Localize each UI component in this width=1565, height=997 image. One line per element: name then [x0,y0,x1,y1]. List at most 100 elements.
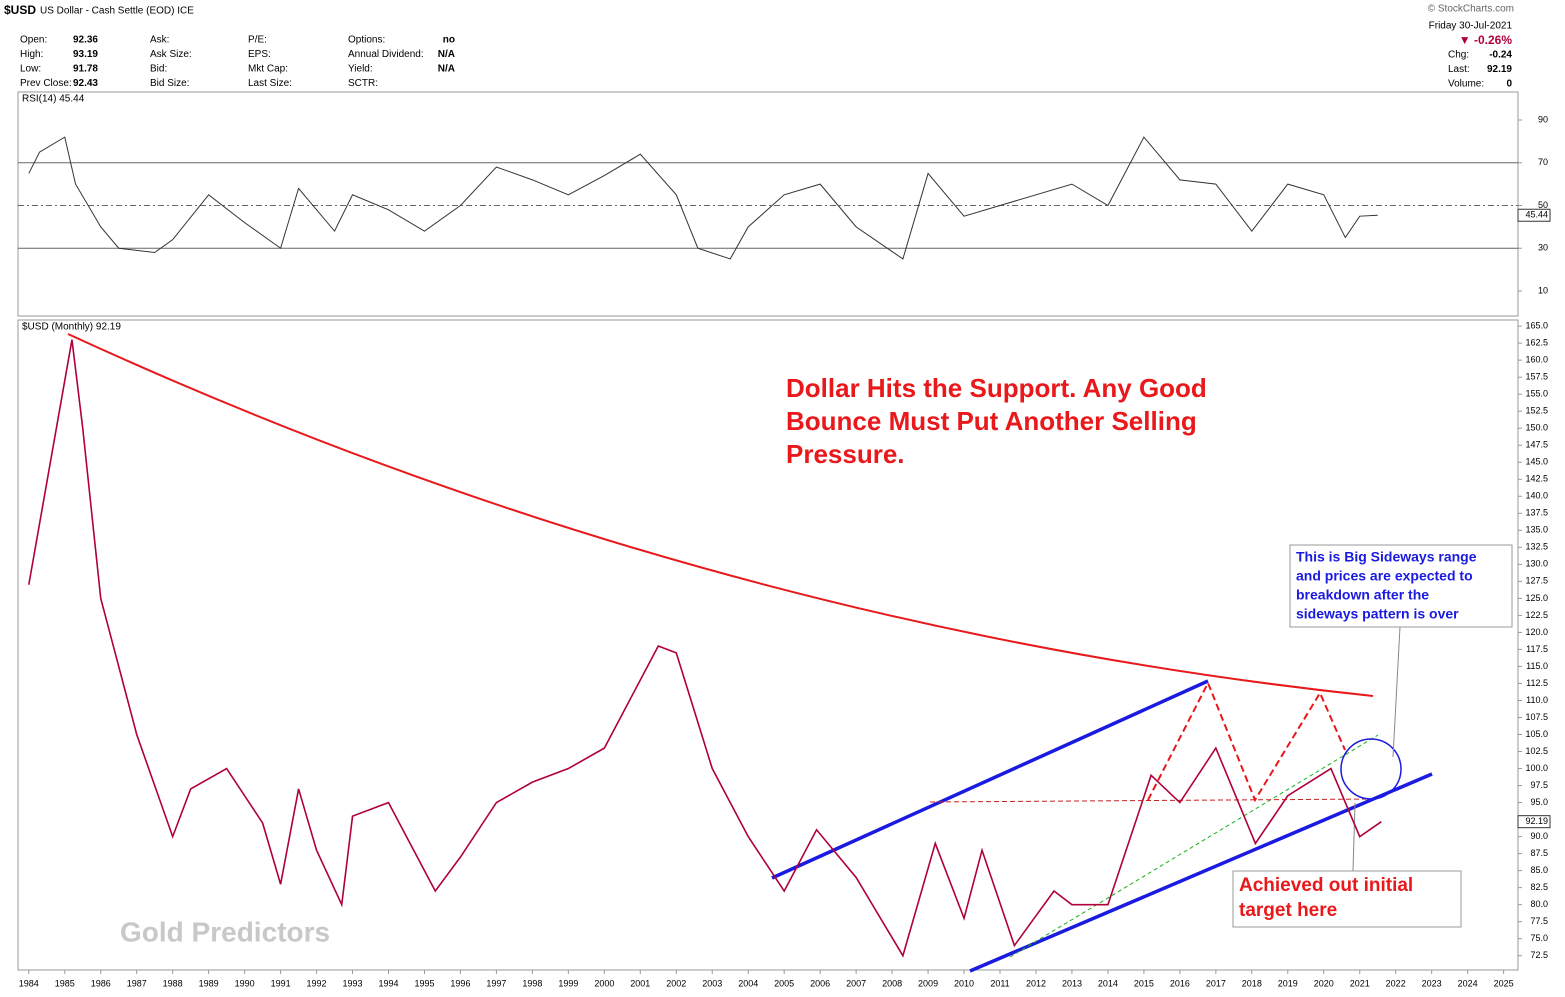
stat: N/A [438,49,455,60]
x-tick-label: 2003 [702,978,722,988]
stat: N/A [438,64,455,75]
stat: P/E: [248,35,267,46]
x-tick-label: 2025 [1494,978,1514,988]
pattern-zigzag [1147,680,1346,803]
y-tick-label: 160.0 [1525,355,1548,365]
x-tick-label: 2019 [1278,978,1298,988]
stat: Mkt Cap: [248,64,288,75]
y-tick-label: 165.0 [1525,321,1548,331]
y-tick-label: 135.0 [1525,525,1548,535]
x-tick-label: 1996 [450,978,470,988]
x-tick-label: 2008 [882,978,902,988]
x-tick-label: 1995 [414,978,434,988]
x-tick-label: 2002 [666,978,686,988]
x-tick-label: 2018 [1242,978,1262,988]
x-tick-label: 2012 [1026,978,1046,988]
y-tick-label: 150.0 [1525,423,1548,433]
x-tick-label: 2014 [1098,978,1118,988]
stat: Volume: [1448,79,1484,90]
stat: 0 [1506,79,1512,90]
y-tick-label: 95.0 [1530,797,1548,807]
headline: Bounce Must Put Another Selling [786,406,1197,436]
stat: Bid Size: [150,78,189,89]
callout-line [1392,626,1401,758]
y-tick-label: 85.0 [1530,865,1548,875]
y-tick-label: 157.5 [1525,372,1548,382]
stat: 92.36 [73,35,98,46]
line [28,136,1378,260]
y-tick-label: 120.0 [1525,627,1548,637]
last-value-label: 92.19 [1525,816,1548,826]
x-tick-label: 1988 [163,978,183,988]
y-tick-label: 80.0 [1530,899,1548,909]
stat: Yield: [348,64,373,75]
x-tick-label: 2021 [1350,978,1370,988]
y-tick-label: 30 [1538,243,1548,253]
x-tick-label: 1999 [558,978,578,988]
price-panel [17,319,1519,971]
stat: 93.19 [73,49,98,60]
x-tick-label: 2023 [1422,978,1442,988]
stat: Prev Close: [20,78,72,89]
x-tick-label: 1994 [378,978,398,988]
y-tick-label: 125.0 [1525,593,1548,603]
y-tick-label: 145.0 [1525,457,1548,467]
y-tick-label: 137.5 [1525,508,1548,518]
x-tick-label: 1998 [522,978,542,988]
x-tick-label: 2015 [1134,978,1154,988]
stat: Ask Size: [150,49,192,60]
change-pct: ▼ -0.26% [1459,33,1513,47]
resistance-curve [67,333,1374,697]
y-tick-label: 147.5 [1525,440,1548,450]
y-tick-label: 162.5 [1525,338,1548,348]
y-tick-label: 10 [1538,285,1548,295]
x-tick-label: 1991 [271,978,291,988]
panel-label: $USD (Monthly) 92.19 [22,322,121,333]
stat: -0.24 [1489,50,1512,61]
x-tick-label: 2006 [810,978,830,988]
stat: High: [20,49,43,60]
stat: EPS: [248,49,271,60]
watermark: Gold Predictors [120,916,330,947]
x-tick-label: 2022 [1386,978,1406,988]
x-tick-label: 2017 [1206,978,1226,988]
stat: 92.43 [73,78,98,89]
y-tick-label: 70 [1538,157,1548,167]
date: Friday 30-Jul-2021 [1429,21,1513,32]
x-tick-label: 1984 [19,978,39,988]
stat: Low: [20,64,41,75]
y-tick-label: 122.5 [1525,610,1548,620]
last-value-label: 45.44 [1525,210,1548,220]
stat: Open: [20,35,47,46]
x-tick-label: 2010 [954,978,974,988]
stat: Last: [1448,64,1470,75]
x-tick-label: 1997 [486,978,506,988]
x-tick-label: 2009 [918,978,938,988]
y-tick-label: 90 [1538,114,1548,124]
callout-text: target here [1239,900,1337,921]
blue-callout [1289,544,1513,628]
y-tick-label: 107.5 [1525,712,1548,722]
last-value-box [1517,815,1551,829]
callout-text: and prices are expected to [1296,568,1473,584]
y-tick-label: 127.5 [1525,576,1548,586]
stat: Ask: [150,35,169,46]
x-tick-label: 2004 [738,978,758,988]
y-tick-label: 75.0 [1530,933,1548,943]
last-value-box [1517,208,1551,222]
stat: 91.78 [73,64,98,75]
y-tick-label: 140.0 [1525,491,1548,501]
callout-line [1352,802,1356,872]
x-tick-label: 1985 [55,978,75,988]
y-tick-label: 105.0 [1525,729,1548,739]
y-tick-label: 90.0 [1530,831,1548,841]
x-tick-label: 2000 [594,978,614,988]
y-tick-label: 115.0 [1526,661,1548,671]
x-tick-label: 1986 [91,978,111,988]
description: US Dollar - Cash Settle (EOD) ICE [40,6,194,17]
callout-text: breakdown after the [1296,587,1429,603]
y-tick-label: 142.5 [1525,474,1548,484]
stat: 92.19 [1487,64,1512,75]
callout-text: sideways pattern is over [1296,606,1459,622]
